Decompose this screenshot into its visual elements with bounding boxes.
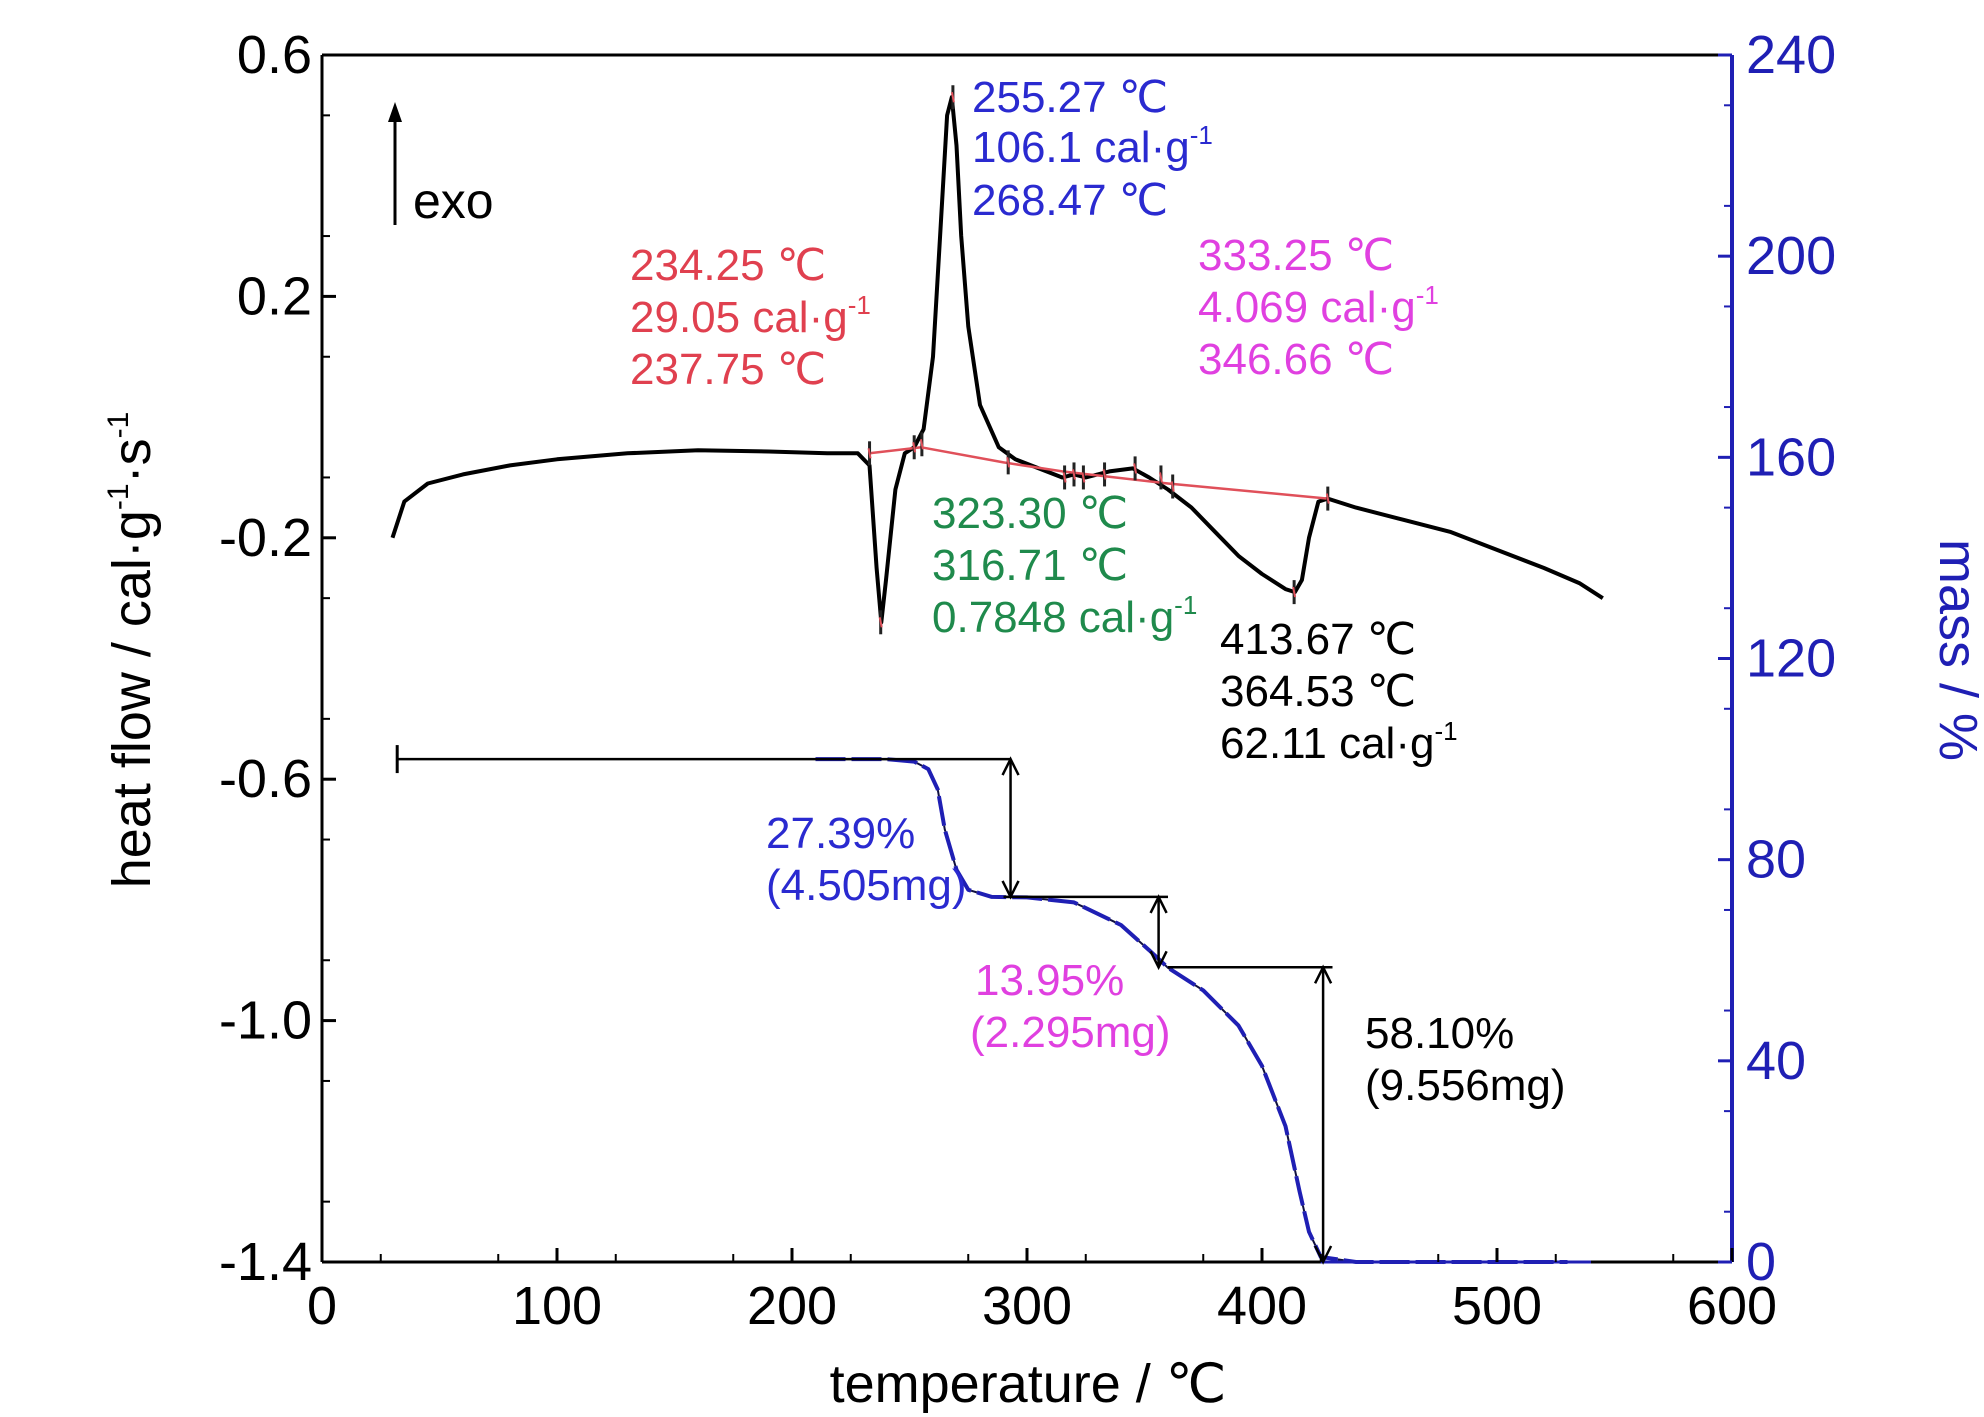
y-right-tick-label: 0 [1746, 1232, 1776, 1292]
x-tick-label: 400 [1217, 1276, 1307, 1336]
anno-red-sup: -1 [848, 290, 871, 320]
annotation-mass1: 27.39% (4.505mg) [766, 809, 967, 910]
x-tick-label: 0 [307, 1276, 337, 1336]
exo-indicator: exo [388, 102, 494, 229]
annotation-magenta: 333.25 ℃ 4.069 cal·g-1 346.66 ℃ [1198, 231, 1439, 384]
dsc-marker-accent [1170, 481, 1175, 492]
dsc-marker-accent [1072, 469, 1076, 480]
annotation-black: 413.67 ℃ 364.53 ℃ 62.11 cal·g-1 [1220, 615, 1458, 768]
x-axis-title: temperature / ℃ [830, 1354, 1227, 1414]
svg-text:106.1 cal·g-1: 106.1 cal·g-1 [972, 120, 1213, 172]
tg-mass-curve [815, 757, 1568, 1264]
dsc-marker-accent [1006, 457, 1011, 468]
mass-arrow-head-bottom [1149, 950, 1168, 971]
tick-layer: 0 100 200 300 400 500 600-1.4-1.0-0.6-0.20.20.… [219, 25, 1836, 1336]
series-layer [390, 95, 1604, 1264]
anno-mass2-pct: 13.95% [975, 956, 1124, 1005]
annotation-green: 323.30 ℃ 316.71 ℃ 0.7848 cal·g-1 [932, 489, 1197, 642]
dsc-marker-accent [912, 442, 917, 453]
anno-black-sup: -1 [1434, 716, 1457, 746]
y-left-title-main: heat flow / cal·g [102, 510, 162, 888]
svg-text:heat flow / cal·g-1·s-1: heat flow / cal·g-1·s-1 [102, 412, 162, 889]
anno-blue-line3: 268.47 ℃ [972, 176, 1168, 225]
dsc-marker-accent [1158, 472, 1163, 483]
anno-blue-line2: 106.1 cal·g [972, 123, 1190, 172]
anno-green-line3: 0.7848 cal·g [932, 593, 1174, 642]
y-left-tick-label: 0.6 [237, 25, 312, 85]
dsc-marker-accent [1081, 472, 1086, 483]
y-right-tick-label: 80 [1746, 830, 1806, 890]
mass-arrow-head-top [1149, 894, 1168, 914]
y-right-tick-label: 40 [1746, 1031, 1806, 1091]
anno-mass3-pct: 58.10% [1365, 1009, 1514, 1058]
anno-red-line2: 29.05 cal·g [630, 293, 848, 342]
anno-green-line2: 316.71 ℃ [932, 541, 1128, 590]
anno-blue-sup: -1 [1190, 120, 1213, 150]
anno-mass3-mg: (9.556mg) [1365, 1061, 1566, 1110]
y-left-tick-label: -1.0 [219, 991, 312, 1051]
anno-magenta-line1: 333.25 ℃ [1198, 231, 1394, 280]
mass-steps-layer [395, 745, 1333, 1265]
anno-blue-line1: 255.27 ℃ [972, 73, 1168, 122]
y-right-tick-label: 120 [1746, 629, 1836, 689]
mass-arrow-head-bottom [1313, 1245, 1333, 1265]
dsc-marker-accent [1062, 472, 1067, 483]
y-right-tick-label: 200 [1746, 226, 1836, 286]
svg-text:4.069 cal·g-1: 4.069 cal·g-1 [1198, 280, 1439, 332]
dsc-marker-accent [950, 92, 955, 103]
mass-arrow-head-top [1001, 756, 1020, 776]
anno-black-line2: 364.53 ℃ [1220, 667, 1416, 716]
anno-green-sup: -1 [1174, 590, 1197, 620]
markers-layer [867, 85, 1330, 635]
svg-text:62.11 cal·g-1: 62.11 cal·g-1 [1220, 716, 1458, 768]
anno-mass1-mg: (4.505mg) [766, 861, 967, 910]
anno-red-line1: 234.25 ℃ [630, 241, 826, 290]
y-right-tick-label: 160 [1746, 427, 1836, 487]
y-right-axis-title: mass / % [1928, 539, 1984, 761]
anno-magenta-line3: 346.66 ℃ [1198, 335, 1394, 384]
y-left-tick-label: -0.2 [219, 508, 312, 568]
y-left-tick-label: 0.2 [237, 266, 312, 326]
x-tick-label: 100 [512, 1276, 602, 1336]
annotation-mass3: 58.10% (9.556mg) [1365, 1009, 1566, 1110]
y-right-tick-label: 240 [1746, 25, 1836, 85]
dsc-marker-accent [919, 439, 924, 450]
anno-green-line1: 323.30 ℃ [932, 489, 1128, 538]
x-tick-label: 500 [1452, 1276, 1542, 1336]
y-left-axis-title: heat flow / cal·g-1·s-1 [102, 412, 162, 889]
anno-magenta-line2: 4.069 cal·g [1198, 283, 1416, 332]
y-left-tick-label: -1.4 [219, 1232, 312, 1292]
dsc-marker-accent [1325, 493, 1330, 504]
anno-magenta-sup: -1 [1416, 280, 1439, 310]
dsc-baseline [869, 446, 1328, 500]
dsc-marker-accent [867, 448, 872, 459]
annotation-blue-peak: 255.27 ℃ 106.1 cal·g-1 268.47 ℃ [972, 73, 1213, 225]
y-left-tick-label: -0.6 [219, 749, 312, 809]
annotation-mass2: 13.95% (2.295mg) [970, 956, 1171, 1057]
anno-black-line3: 62.11 cal·g [1220, 719, 1434, 768]
anno-mass2-mg: (2.295mg) [970, 1008, 1171, 1057]
mass-arrow-head-bottom [1001, 880, 1020, 900]
anno-black-line1: 413.67 ℃ [1220, 615, 1416, 664]
svg-text:29.05 cal·g-1: 29.05 cal·g-1 [630, 290, 871, 342]
x-tick-label: 200 [747, 1276, 837, 1336]
x-tick-label: 300 [982, 1276, 1072, 1336]
dsc-marker-accent [1102, 469, 1107, 480]
anno-red-line3: 237.75 ℃ [630, 345, 826, 394]
svg-text:0.7848 cal·g-1: 0.7848 cal·g-1 [932, 590, 1197, 642]
y-left-title-sup1: -1 [102, 483, 135, 510]
annotation-red: 234.25 ℃ 29.05 cal·g-1 237.75 ℃ [630, 241, 871, 394]
y-left-title-mid: ·s [102, 438, 162, 483]
y-left-title-sup2: -1 [102, 412, 135, 439]
dsc-curve [390, 95, 1604, 625]
exo-arrow-head [388, 102, 402, 122]
dsc-marker-accent [1292, 586, 1297, 598]
anno-mass1-pct: 27.39% [766, 809, 915, 858]
dsc-marker-accent [1133, 463, 1138, 474]
x-tick-label: 600 [1687, 1276, 1777, 1336]
dsc-marker-accent [878, 617, 883, 628]
mass-arrow-head-top [1313, 964, 1333, 984]
exo-label: exo [413, 173, 494, 229]
